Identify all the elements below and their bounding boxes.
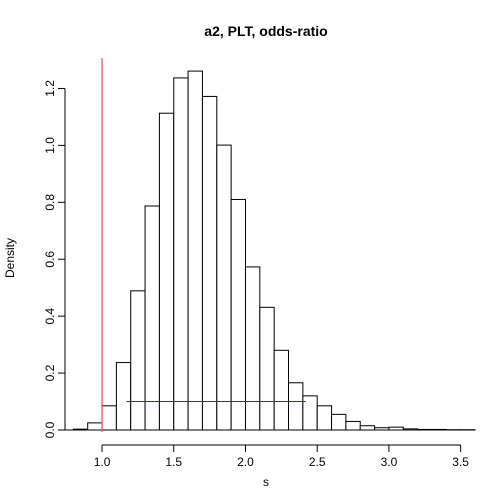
x-tick-label-5: 3.5: [452, 455, 469, 469]
y-tick-label-6: 1.2: [43, 80, 57, 97]
histogram-bar-11: [216, 144, 232, 431]
y-axis-label: Density: [3, 238, 17, 278]
x-tick-label-2: 2.0: [237, 455, 254, 469]
x-tick-label-3: 2.5: [309, 455, 326, 469]
y-tick-label-4: 0.8: [43, 194, 57, 211]
histogram-bar-4: [115, 362, 132, 431]
y-tick-label-1: 0.2: [43, 364, 57, 381]
histogram-bar-13: [244, 266, 261, 431]
histogram-bar-16: [288, 382, 304, 431]
y-tick-label-2: 0.4: [43, 307, 57, 324]
histogram-bar-7: [158, 112, 175, 431]
histogram-bar-19: [331, 413, 347, 431]
x-tick-label-1: 1.5: [165, 455, 182, 469]
y-tick-label-5: 1.0: [43, 137, 57, 154]
histogram-bar-8: [173, 77, 189, 431]
x-axis-label: s: [263, 475, 269, 489]
histogram-bar-6: [144, 205, 160, 431]
histogram-bar-15: [273, 349, 290, 431]
y-tick-label-0: 0.0: [43, 421, 57, 438]
histogram-bar-3: [101, 405, 117, 431]
y-tick-label-3: 0.6: [43, 251, 57, 268]
histogram-bar-5: [130, 290, 146, 431]
x-tick-label-0: 1.0: [94, 455, 111, 469]
y-axis: 0.0 0.2 0.4 0.6 0.8 1.0 1.2: [43, 80, 66, 438]
histogram-bar-10: [201, 95, 218, 431]
histogram-bars: [59, 70, 476, 431]
histogram-bar-14: [259, 306, 275, 431]
overlays: [101, 58, 306, 432]
histogram-bar-21: [359, 425, 376, 431]
histogram-bar-18: [316, 405, 333, 431]
histogram-bar-12: [230, 198, 246, 431]
histogram-bar-20: [345, 420, 361, 431]
histogram-bar-9: [187, 70, 203, 431]
histogram-bar-2: [87, 422, 103, 431]
x-axis: 1.0 1.5 2.0 2.5 3.0 3.5: [94, 444, 469, 469]
x-tick-label-4: 3.0: [381, 455, 398, 469]
histogram-bar-17: [302, 395, 318, 431]
chart-title: a2, PLT, odds-ratio: [204, 23, 327, 39]
